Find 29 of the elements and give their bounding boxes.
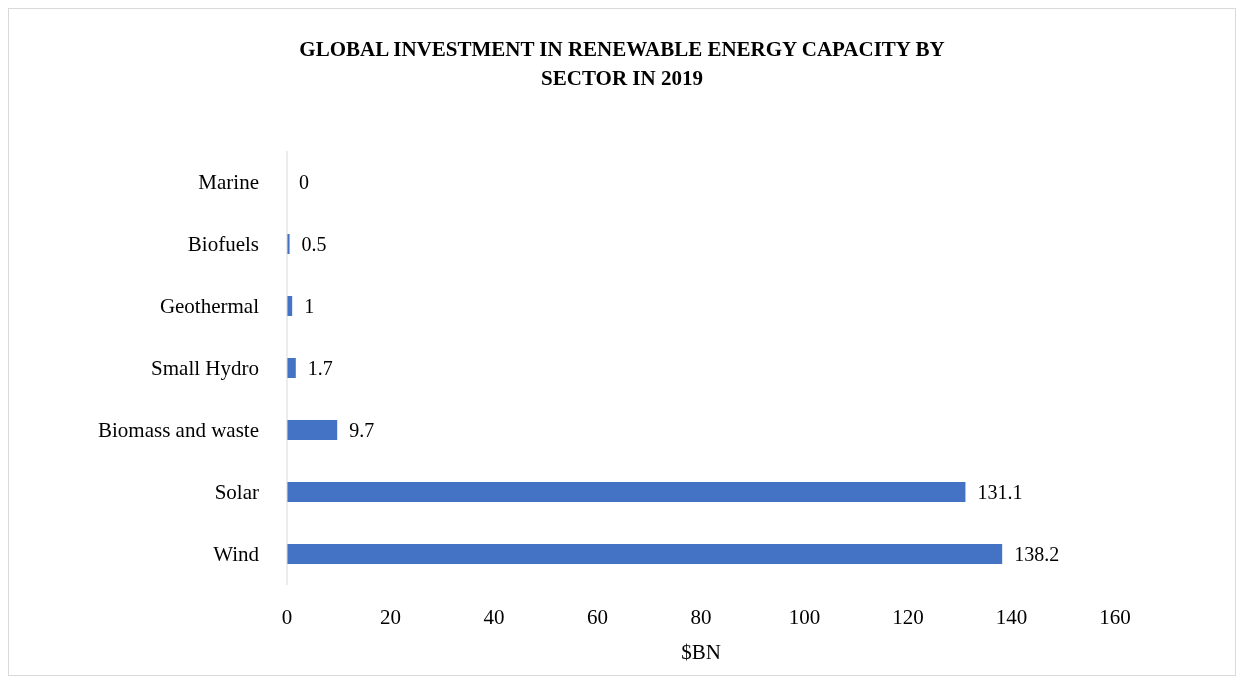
data-label: 131.1 — [977, 481, 1023, 503]
y-tick-label: Solar — [214, 480, 260, 505]
data-label: 0.5 — [301, 233, 327, 255]
y-tick-label: Geothermal — [159, 294, 260, 319]
x-tick-label: 140 — [995, 604, 1028, 629]
data-label: 1.7 — [307, 357, 333, 379]
data-label: 0 — [299, 171, 309, 193]
data-label: 1 — [304, 295, 315, 317]
x-tick-label: 0 — [281, 604, 293, 629]
x-tick-label: 40 — [483, 604, 505, 629]
y-tick-label: Biofuels — [187, 232, 259, 257]
data-label: 138.2 — [1014, 543, 1060, 565]
x-tick-label: 80 — [690, 604, 712, 629]
bar — [287, 482, 966, 502]
data-label: 9.7 — [349, 419, 375, 441]
x-tick-label: 160 — [1099, 604, 1131, 629]
x-tick-label: 20 — [380, 604, 401, 629]
x-tick-label: 100 — [788, 604, 821, 629]
chart-title: GLOBAL INVESTMENT IN RENEWABLE ENERGY CAPACITY BY SECTOR IN 2019 — [298, 36, 946, 92]
x-axis-title: $BN — [681, 640, 721, 664]
bar — [287, 420, 338, 440]
bar — [287, 544, 1003, 564]
y-tick-label: Biomass and waste — [98, 418, 259, 443]
x-tick-label: 120 — [892, 604, 924, 629]
y-tick-label: Small Hydro — [151, 356, 259, 381]
bar — [287, 358, 296, 378]
y-tick-label: Marine — [198, 170, 259, 195]
y-tick-label: Wind — [213, 542, 260, 567]
x-tick-label: 60 — [587, 604, 608, 629]
